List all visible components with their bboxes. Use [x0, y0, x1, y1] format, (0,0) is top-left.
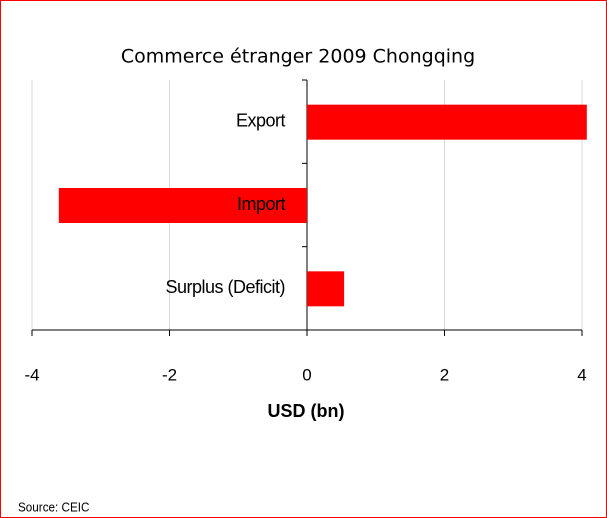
bar — [307, 104, 587, 140]
x-tick-label: 4 — [577, 365, 586, 384]
y-tick-label: Import — [237, 194, 286, 214]
bar — [58, 188, 307, 223]
y-tick-label: Surplus (Deficit) — [165, 277, 285, 297]
bar — [307, 271, 345, 307]
x-tick-label: -2 — [162, 365, 177, 384]
chart-title: Commerce étranger 2009 Chongqing — [121, 46, 475, 68]
source: Source: CEIC — [18, 500, 90, 515]
x-axis-title: USD (bn) — [268, 401, 345, 421]
x-tick-label: 0 — [302, 365, 311, 384]
x-tick-label: 2 — [440, 365, 449, 384]
y-tick-label: Export — [236, 110, 286, 130]
x-tick-label: -4 — [24, 365, 39, 384]
